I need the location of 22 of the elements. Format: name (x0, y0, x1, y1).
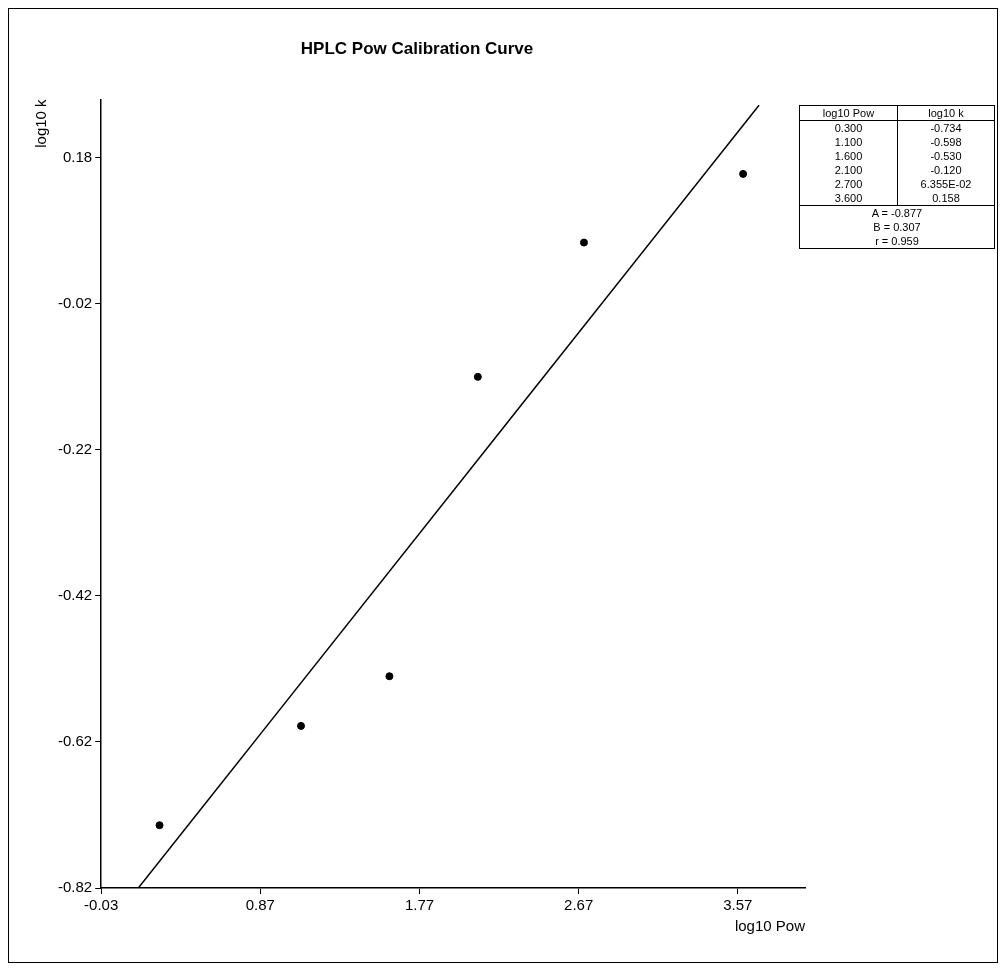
y-tick-label: -0.42 (57, 586, 93, 604)
point (473, 372, 482, 381)
x-tick-label: 3.57 (723, 896, 753, 914)
point (579, 238, 588, 247)
y-tick-label: -0.22 (57, 440, 93, 458)
y-tick-label: 0.18 (62, 147, 93, 165)
x-tick-label: 2.67 (564, 896, 594, 914)
point (385, 672, 394, 681)
chart-title: HPLC Pow Calibration Curve (300, 38, 534, 58)
point (739, 169, 748, 178)
point (155, 821, 164, 830)
x-tick-label: 1.77 (404, 896, 435, 914)
y-tick-label: -0.02 (57, 293, 93, 311)
x-tick-label: -0.03 (84, 896, 119, 914)
point (297, 721, 306, 730)
value-table: log10 Pow log10 k 0.300 -0.734 1.100 -0.598 1.600 -0.530 2.100 -0.120 2.700 6.355E-02 3.600 0.158 A = -0.877 B = 0.307 r = 0.959 (799, 105, 995, 249)
text: log10 Pow (734, 917, 805, 935)
y-tick-label: -0.62 (57, 732, 93, 750)
y-axis-title: log10 k (32, 98, 50, 148)
x-tick-label: 0.87 (245, 896, 275, 914)
y-tick-label: -0.82 (57, 878, 93, 896)
x-axis-title: log10 Pow (799, 105, 898, 121)
